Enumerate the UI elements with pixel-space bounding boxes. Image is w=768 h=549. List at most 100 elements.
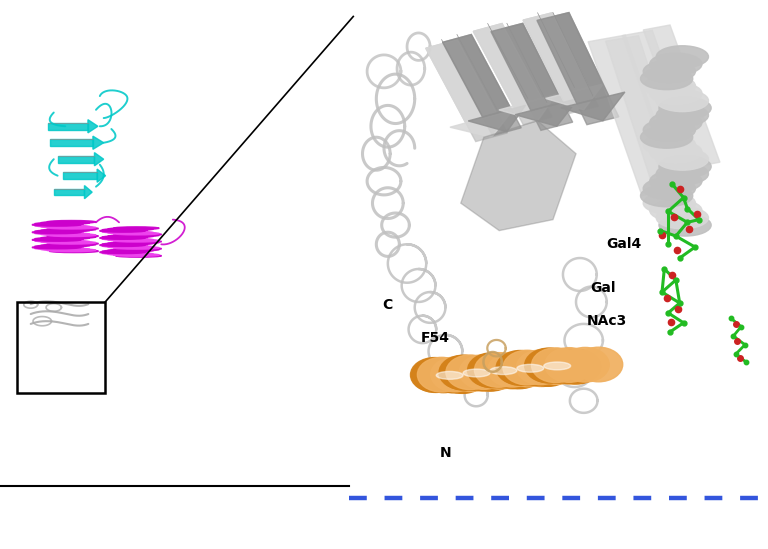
Ellipse shape [532,350,581,384]
Polygon shape [93,136,104,149]
Ellipse shape [417,357,465,392]
Ellipse shape [47,249,96,251]
Ellipse shape [644,119,696,141]
Ellipse shape [641,185,693,207]
Ellipse shape [102,236,147,238]
Ellipse shape [525,352,573,386]
Ellipse shape [463,369,490,377]
Ellipse shape [574,347,623,382]
Ellipse shape [553,349,601,384]
Polygon shape [50,139,93,146]
Ellipse shape [100,229,145,232]
Ellipse shape [650,170,702,192]
Ellipse shape [114,248,159,251]
Ellipse shape [440,355,488,390]
Ellipse shape [475,355,524,389]
Ellipse shape [466,356,515,391]
Ellipse shape [114,239,159,242]
Ellipse shape [656,104,708,126]
Ellipse shape [446,355,495,390]
Ellipse shape [41,225,90,228]
Ellipse shape [47,226,96,229]
Ellipse shape [496,350,545,385]
Ellipse shape [41,248,90,251]
Ellipse shape [35,239,84,242]
Polygon shape [450,110,513,137]
Ellipse shape [102,238,147,240]
Ellipse shape [656,148,708,170]
Ellipse shape [525,348,573,383]
Ellipse shape [108,238,154,241]
Ellipse shape [102,228,147,231]
Ellipse shape [495,354,544,389]
Ellipse shape [41,229,90,232]
Polygon shape [588,35,679,195]
Ellipse shape [641,126,693,148]
Ellipse shape [49,227,98,230]
Ellipse shape [102,245,147,248]
Ellipse shape [515,351,564,386]
Polygon shape [523,13,598,114]
Ellipse shape [438,358,486,393]
Ellipse shape [114,232,159,235]
Text: F54: F54 [421,330,450,345]
Ellipse shape [459,355,508,389]
Ellipse shape [659,155,711,177]
Polygon shape [523,13,589,95]
Ellipse shape [35,222,84,225]
Ellipse shape [467,356,515,391]
Ellipse shape [35,225,84,227]
Polygon shape [97,169,106,182]
Polygon shape [94,153,104,166]
Polygon shape [84,186,92,199]
Ellipse shape [108,245,154,248]
Ellipse shape [656,46,708,68]
Ellipse shape [517,365,544,372]
Ellipse shape [436,372,463,379]
Polygon shape [644,25,720,167]
Ellipse shape [641,68,693,89]
Ellipse shape [47,221,96,223]
Ellipse shape [35,238,84,240]
Ellipse shape [644,75,696,97]
Ellipse shape [102,231,147,233]
Ellipse shape [534,349,582,383]
Ellipse shape [439,355,488,390]
Ellipse shape [114,254,159,256]
Ellipse shape [488,354,537,389]
Ellipse shape [41,240,90,243]
Polygon shape [88,120,98,133]
Ellipse shape [35,230,84,233]
Ellipse shape [475,352,523,387]
Ellipse shape [108,231,154,234]
Ellipse shape [447,357,495,391]
Polygon shape [468,105,525,132]
Ellipse shape [35,245,84,248]
Ellipse shape [47,243,96,246]
Ellipse shape [114,247,159,249]
Polygon shape [537,13,609,104]
Ellipse shape [32,238,81,241]
Ellipse shape [659,97,711,119]
Polygon shape [461,121,576,231]
Ellipse shape [32,231,81,234]
Ellipse shape [650,141,702,163]
Ellipse shape [561,348,609,382]
Ellipse shape [116,240,161,243]
Ellipse shape [656,163,708,185]
Polygon shape [48,123,88,130]
Ellipse shape [490,367,517,374]
Polygon shape [442,35,521,136]
Ellipse shape [102,250,147,253]
Ellipse shape [656,89,708,111]
Ellipse shape [644,177,696,199]
Ellipse shape [504,352,552,386]
Text: N: N [439,446,451,460]
Ellipse shape [544,362,571,370]
Polygon shape [623,30,702,178]
Ellipse shape [49,234,98,238]
Ellipse shape [551,349,600,384]
Ellipse shape [659,214,711,236]
Polygon shape [545,84,604,110]
Ellipse shape [488,352,536,387]
